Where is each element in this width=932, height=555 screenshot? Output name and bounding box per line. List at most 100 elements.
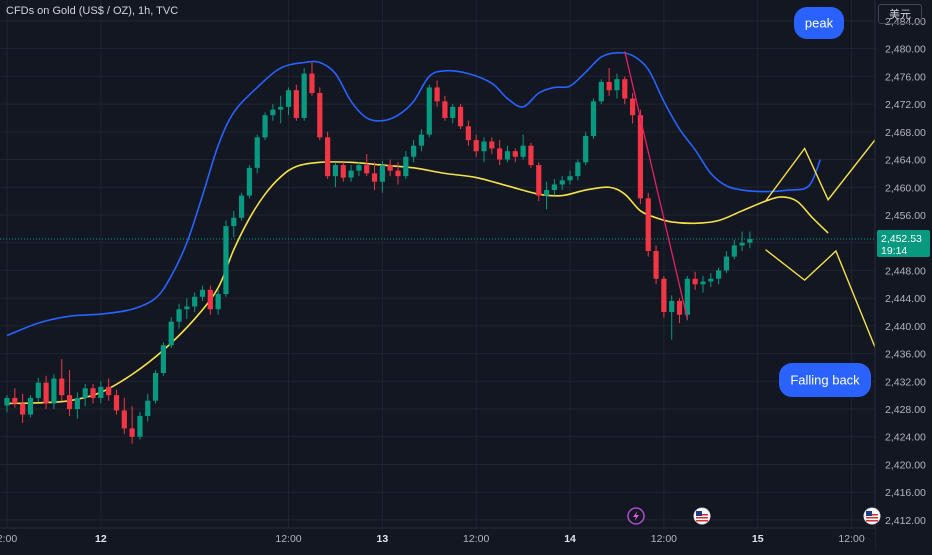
candle xyxy=(731,239,737,260)
lightning-icon[interactable] xyxy=(627,507,645,525)
candle xyxy=(528,142,534,168)
candle xyxy=(98,381,104,404)
candle-body xyxy=(192,296,198,307)
us-flag-icon[interactable] xyxy=(693,507,711,525)
price-tick-label: 2,440.00 xyxy=(885,321,926,333)
price-tick-label: 2,456.00 xyxy=(885,210,926,222)
candle xyxy=(676,298,683,324)
callout-falling-back: Falling back xyxy=(779,363,871,397)
candle-body xyxy=(489,141,495,149)
candle-body xyxy=(348,170,354,178)
candle xyxy=(317,87,323,141)
candle xyxy=(152,370,159,404)
candle-body xyxy=(246,167,253,196)
candle xyxy=(411,140,417,163)
candle-body xyxy=(137,415,143,437)
candle xyxy=(379,160,385,193)
candle xyxy=(184,298,190,319)
candle xyxy=(395,162,401,185)
time-axis-background xyxy=(0,528,875,550)
callout-text: Falling back xyxy=(790,373,860,388)
candle-body xyxy=(43,382,49,404)
candle-body xyxy=(684,278,690,315)
candle xyxy=(356,162,362,177)
upper-band-layer xyxy=(6,51,822,337)
event-icons xyxy=(627,507,881,525)
candle xyxy=(160,342,166,376)
candle-body xyxy=(481,141,487,152)
time-tick-label: 12:00 xyxy=(275,533,301,545)
candles xyxy=(4,62,753,444)
candle-body xyxy=(278,106,284,110)
price-tick-label: 2,420.00 xyxy=(885,459,926,471)
candle xyxy=(12,388,18,408)
candle xyxy=(215,289,221,315)
time-axis[interactable]: 2:00 12 12:00 13 12:00 14 12:00 15 12:00 xyxy=(0,527,875,550)
candle-body xyxy=(20,403,26,415)
candle xyxy=(434,80,440,107)
candle-body xyxy=(669,300,675,313)
candle-body xyxy=(450,106,456,118)
candle-body xyxy=(215,293,221,310)
candle xyxy=(418,129,425,152)
candle xyxy=(590,98,597,139)
candle xyxy=(465,120,471,146)
currency-button[interactable]: 美元 xyxy=(878,4,922,24)
price-tick-label: 2,448.00 xyxy=(885,265,926,277)
candle-body xyxy=(325,137,331,177)
candle-body xyxy=(512,151,518,157)
candle xyxy=(716,267,722,285)
candle-body xyxy=(543,190,550,196)
candle xyxy=(325,131,331,179)
price-axis[interactable]: 2,412.00 2,416.00 2,420.00 2,424.00 2,428.00… xyxy=(874,0,932,550)
candle xyxy=(309,62,315,96)
price-tick-label: 2,460.00 xyxy=(885,182,926,194)
candle-body xyxy=(90,388,96,398)
candle-body xyxy=(231,217,237,227)
price-tick-label: 2,424.00 xyxy=(885,432,926,444)
price-badge-box xyxy=(877,230,930,258)
candle-body xyxy=(645,198,651,252)
grid xyxy=(0,0,875,528)
candle-body xyxy=(82,388,88,398)
candle-body xyxy=(106,386,112,396)
flag-canton xyxy=(696,511,702,516)
candle xyxy=(137,411,143,440)
candle-body xyxy=(113,395,120,411)
candle xyxy=(66,370,73,416)
candle-body xyxy=(676,300,683,315)
price-tick-label: 2,468.00 xyxy=(885,127,926,139)
candle xyxy=(145,393,151,422)
candle-body xyxy=(520,145,526,157)
price-tick-label: 2,464.00 xyxy=(885,155,926,167)
us-flag-icon[interactable] xyxy=(863,507,881,525)
candle xyxy=(669,295,675,340)
candle xyxy=(630,93,636,124)
candle-body xyxy=(395,170,401,177)
countdown-label: 19:14 xyxy=(881,245,907,257)
candle xyxy=(254,134,260,174)
candle xyxy=(168,317,174,349)
candle-body xyxy=(590,101,597,136)
candle xyxy=(207,285,213,315)
callout-bubble xyxy=(794,7,844,39)
candle xyxy=(82,384,88,407)
callout-peak: peak xyxy=(794,7,844,39)
price-tick-label: 2,428.00 xyxy=(885,404,926,416)
candle-body xyxy=(176,309,182,322)
candle-body xyxy=(692,278,698,285)
candle xyxy=(285,87,292,116)
flag-stripe xyxy=(866,520,878,522)
candle-body xyxy=(262,115,268,138)
candle-body xyxy=(598,81,604,102)
candle xyxy=(583,131,589,166)
callouts: peak Falling back xyxy=(779,7,871,397)
candle-body xyxy=(160,345,166,373)
candle xyxy=(489,137,495,154)
candle-body xyxy=(184,306,190,310)
price-tick-label: 2,444.00 xyxy=(885,293,926,305)
candle xyxy=(684,275,690,321)
candle-body xyxy=(403,156,409,177)
